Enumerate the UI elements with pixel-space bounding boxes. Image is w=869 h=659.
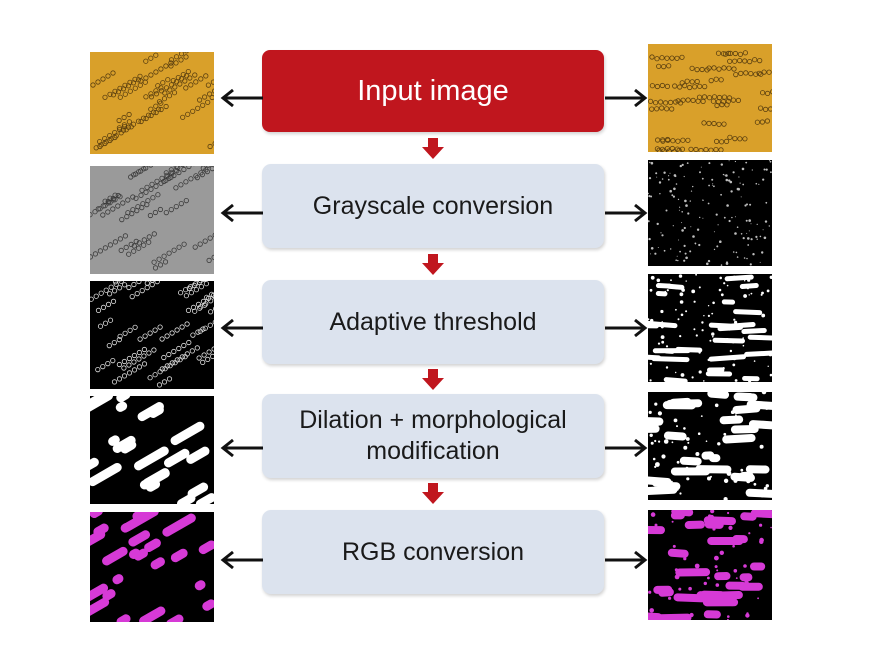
right-arrow-icon — [605, 203, 648, 223]
step-rgb-conversion: RGB conversion — [262, 510, 604, 594]
right-thumbnail-threshold — [648, 274, 772, 382]
down-arrow-icon — [422, 369, 444, 390]
left-thumbnail-grayscale — [90, 166, 214, 274]
right-arrow-icon — [605, 438, 648, 458]
step-label: Grayscale conversion — [312, 191, 554, 220]
step-label: RGB conversion — [341, 537, 525, 566]
left-thumbnail-rgb — [90, 512, 214, 622]
right-thumbnail-rgb — [648, 510, 772, 620]
down-arrow-icon — [422, 138, 444, 159]
right-arrow-icon — [605, 318, 648, 338]
right-thumbnail-grayscale — [648, 160, 772, 266]
left-thumbnail-threshold — [90, 281, 214, 389]
step-dilation-morphological: Dilation + morphological modification — [262, 394, 604, 478]
step-label: Dilation + morphological modification — [299, 406, 567, 465]
step-label: Adaptive threshold — [329, 307, 537, 336]
right-arrow-icon — [605, 88, 648, 108]
step-grayscale-conversion: Grayscale conversion — [262, 164, 604, 248]
left-thumbnail-input — [90, 52, 214, 154]
right-thumbnail-dilation — [648, 392, 772, 500]
right-arrow-icon — [605, 550, 648, 570]
right-thumbnail-input — [648, 44, 772, 152]
step-label: Input image — [357, 74, 509, 107]
left-arrow-icon — [220, 203, 263, 223]
step-input-image: Input image — [262, 50, 604, 132]
step-adaptive-threshold: Adaptive threshold — [262, 280, 604, 364]
left-thumbnail-dilation — [90, 396, 214, 504]
down-arrow-icon — [422, 483, 444, 504]
left-arrow-icon — [220, 550, 263, 570]
down-arrow-icon — [422, 254, 444, 275]
left-arrow-icon — [220, 88, 263, 108]
left-arrow-icon — [220, 438, 263, 458]
left-arrow-icon — [220, 318, 263, 338]
